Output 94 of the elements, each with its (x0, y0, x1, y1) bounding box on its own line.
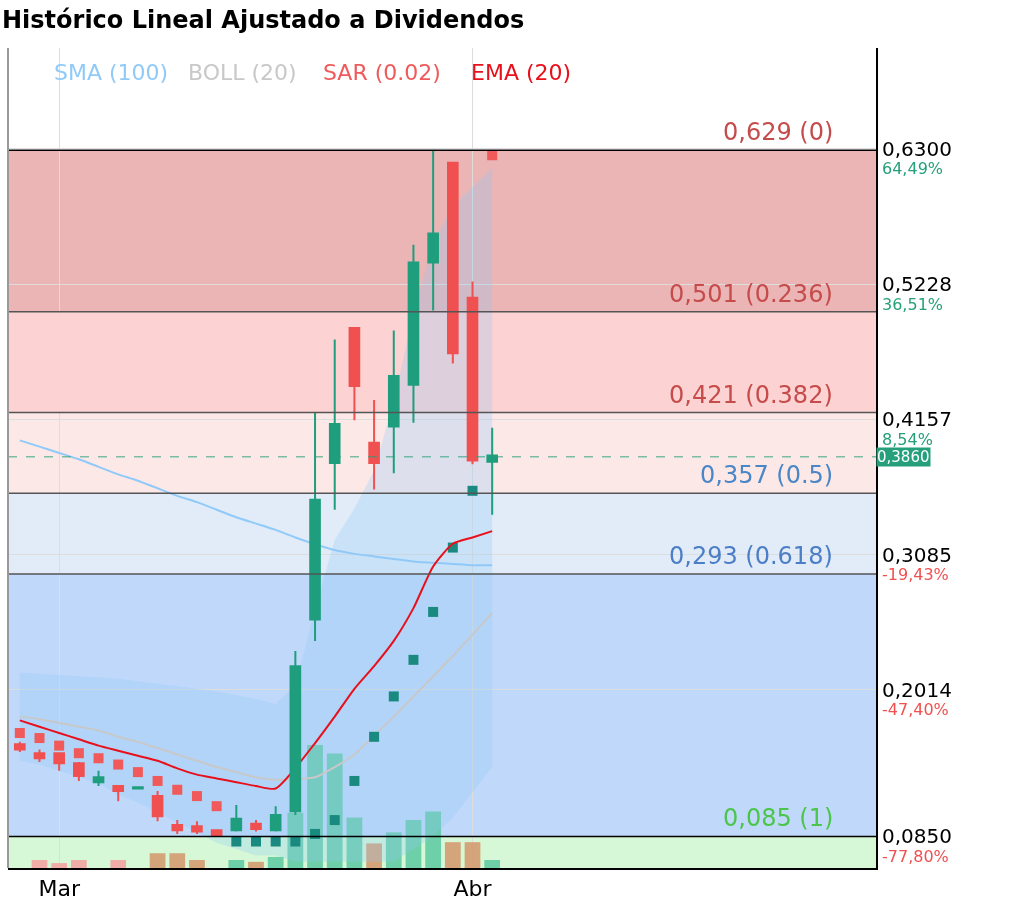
point (34, 733, 45, 744)
bar (248, 861, 264, 868)
point (211, 801, 222, 812)
point (113, 759, 124, 770)
point (152, 775, 163, 786)
point (487, 150, 498, 161)
bar (425, 811, 442, 868)
bar (31, 860, 48, 868)
y-tick-label: 0,2014 (882, 677, 952, 702)
candlestick (230, 803, 243, 833)
point (388, 691, 399, 702)
candlestick (269, 805, 282, 833)
point (408, 654, 419, 665)
bar (51, 863, 68, 868)
candlestick (348, 327, 361, 422)
text: 36,51% (882, 295, 944, 314)
bar (346, 817, 363, 868)
candlestick (250, 819, 262, 833)
text: -19,43% (882, 565, 949, 584)
point (93, 753, 104, 764)
x-tick-label: Abr (453, 876, 493, 902)
line-series (18, 439, 494, 567)
point (251, 836, 261, 847)
line-series (18, 530, 494, 790)
point (14, 728, 25, 739)
bar (307, 745, 323, 868)
candlestick (486, 426, 499, 516)
point (290, 836, 301, 847)
candlestick (447, 161, 459, 365)
candlestick (407, 243, 420, 424)
bar (228, 860, 245, 868)
candlestick (328, 338, 341, 511)
point (54, 740, 65, 751)
bar (385, 832, 402, 868)
bar (149, 853, 166, 868)
y-tick-label: 0,6300 (882, 136, 952, 161)
line-series (18, 612, 494, 781)
candlestick (368, 398, 380, 491)
bar (464, 842, 481, 868)
text: 64,49% (882, 159, 944, 178)
y-tick-label: 0,0850 (882, 824, 952, 849)
point (191, 791, 202, 802)
point (467, 485, 478, 496)
chart-title: Histórico Lineal Ajustado a Dividendos (2, 6, 525, 34)
bar (484, 860, 501, 868)
point (428, 606, 439, 617)
bar (169, 853, 186, 868)
y-tick-label: 0,5228 (882, 272, 952, 297)
bar (70, 860, 87, 868)
ref-line-label: 0,421 (0.382) (669, 381, 833, 409)
point (270, 836, 281, 847)
ref-line-label: 0,293 (0.618) (669, 542, 833, 570)
candlestick (309, 411, 321, 642)
point (329, 815, 340, 826)
text: SMA (100) (54, 60, 169, 85)
text: EMA (20) (471, 60, 572, 85)
point (172, 784, 183, 795)
bar (326, 753, 343, 868)
y-tick-label: 0,4157 (882, 407, 952, 432)
text: 8,54% (882, 430, 933, 449)
candlestick (132, 786, 144, 790)
ref-line-label: 0,629 (0) (723, 118, 834, 146)
candlestick (171, 819, 184, 835)
ref-line-label: 0,357 (0.5) (700, 461, 834, 489)
point (73, 748, 84, 759)
x-tick-label: Mar (38, 876, 81, 902)
candlestick (466, 280, 479, 466)
candlestick (92, 769, 105, 787)
candlestick (73, 761, 85, 782)
candlestick (191, 820, 203, 835)
candlestick (151, 790, 164, 823)
candlestick (427, 149, 439, 312)
text: SAR (0.02) (323, 60, 441, 85)
bar (110, 860, 127, 868)
bar (405, 820, 422, 868)
ref-line-label: 0,501 (0.236) (669, 280, 833, 308)
point (310, 828, 321, 839)
bar (366, 843, 382, 868)
y-tick-label: 0,3085 (882, 542, 952, 567)
text: -77,80% (882, 847, 949, 866)
ref-line-label: 0,085 (1) (723, 804, 834, 832)
bar (189, 860, 205, 868)
point (132, 767, 143, 778)
ref-line-label: 0,3860 (877, 448, 930, 466)
candlestick (387, 329, 400, 475)
text: -47,40% (882, 700, 949, 719)
point (231, 836, 242, 847)
point (369, 731, 380, 742)
bar (267, 856, 284, 868)
candlestick (13, 740, 26, 753)
candlestick (33, 748, 46, 764)
candlestick (112, 785, 125, 803)
point (349, 775, 360, 786)
bar (444, 842, 461, 868)
